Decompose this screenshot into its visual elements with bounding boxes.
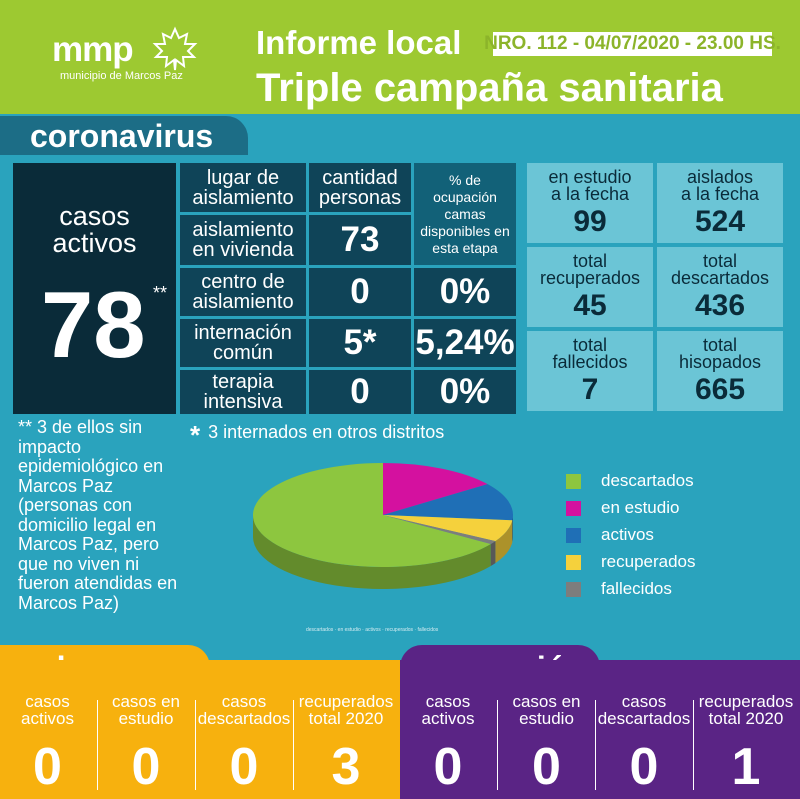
- legend-swatch: [566, 527, 581, 543]
- footnote-hospitalized: * 3 internados en otros distritos: [190, 420, 444, 451]
- pie-slice-side: [253, 515, 491, 589]
- table-row-count: 73: [309, 215, 411, 265]
- table-row-place: centro de aislamiento: [180, 268, 306, 316]
- logo-subtitle: municipio de Marcos Paz: [60, 70, 183, 82]
- pie-mini-legend: descartados · en estudio · activos · rec…: [306, 627, 439, 633]
- sarampion-study: casos en estudio 0: [512, 692, 581, 796]
- legend-item: en estudio: [566, 498, 679, 517]
- pie-slice: [383, 484, 513, 521]
- dengue-study: casos en estudio 0: [111, 692, 181, 796]
- pie-slice-side: [490, 541, 496, 567]
- pie-slice: [383, 515, 513, 542]
- asterisk-mark: *: [190, 420, 201, 450]
- table-row-count: 0: [309, 370, 411, 414]
- footnote-text: 3 internados en otros distritos: [208, 422, 445, 442]
- table-header-place: lugar de aislamiento: [180, 163, 306, 212]
- legend-item: activos: [566, 525, 654, 544]
- table-row-count: 5*: [309, 319, 411, 367]
- sarampion-recovered: recuperados total 2020 1: [698, 692, 794, 796]
- dengue-panel: casos activos 0 casos en estudio 0 casos de…: [0, 660, 400, 799]
- stat-recuperados: total recuperados 45: [527, 247, 653, 327]
- leaf-logo-icon: [152, 26, 198, 71]
- table-header-occupancy: % de ocupación camas disponibles en esta…: [414, 163, 516, 265]
- table-row-pct: 0%: [414, 370, 516, 414]
- table-row-place: terapia intensiva: [180, 370, 306, 414]
- table-row-place: internación común: [180, 319, 306, 367]
- table-row-count: 0: [309, 268, 411, 316]
- legend-item: descartados: [566, 471, 694, 490]
- table-row-place: aislamiento en vivienda: [180, 215, 306, 265]
- pie-slice-side: [512, 515, 513, 543]
- legend-swatch: [566, 500, 581, 516]
- divider: [97, 700, 98, 790]
- table-header-count: cantidad personas: [309, 163, 411, 212]
- divider: [293, 700, 294, 790]
- stat-en-estudio: en estudio a la fecha 99: [527, 163, 653, 243]
- pie-slice: [383, 515, 496, 545]
- coronavirus-section-title: coronavirus: [0, 116, 248, 156]
- sarampion-active: casos activos 0: [421, 692, 475, 796]
- active-cases-value: 78: [41, 272, 146, 377]
- pie-slice-side: [495, 520, 513, 564]
- label-line: activos: [52, 228, 137, 258]
- legend-swatch: [566, 581, 581, 597]
- label-line: casos: [59, 201, 130, 231]
- sarampion-panel: casos activos 0 casos en estudio 0 casos de…: [400, 660, 800, 799]
- active-cases-box: casos activos 78 **: [13, 163, 176, 414]
- page-title-line1: Informe local: [256, 24, 462, 61]
- active-cases-label: casos activos: [13, 203, 176, 257]
- table-row-pct: 5,24%: [414, 319, 516, 367]
- stat-descartados: total descartados 436: [657, 247, 783, 327]
- divider: [595, 700, 596, 790]
- pie-slice: [253, 463, 491, 567]
- issue-badge: NRO. 112 - 04/07/2020 - 23.00 HS.: [484, 30, 781, 58]
- stat-aislados: aislados a la fecha 524: [657, 163, 783, 243]
- legend-swatch: [566, 473, 581, 489]
- legend-swatch: [566, 554, 581, 570]
- logo: mmp: [52, 30, 134, 69]
- stat-hisopados: total hisopados 665: [657, 331, 783, 411]
- table-row-pct: 0%: [414, 268, 516, 316]
- divider: [497, 700, 498, 790]
- footnote-active-cases: ** 3 de ellos sin impacto epidemiológico…: [18, 417, 178, 613]
- legend-item: fallecidos: [566, 579, 672, 598]
- stat-fallecidos: total fallecidos 7: [527, 331, 653, 411]
- dengue-active: casos activos 0: [21, 692, 74, 796]
- pie-slice: [383, 463, 488, 515]
- dengue-discarded: casos descartados 0: [197, 692, 291, 796]
- divider: [693, 700, 694, 790]
- sarampion-discarded: casos descartados 0: [597, 692, 691, 796]
- footnote-mark: **: [153, 283, 168, 303]
- divider: [195, 700, 196, 790]
- legend-item: recuperados: [566, 552, 696, 571]
- dengue-recovered: recuperados total 2020 3: [298, 692, 394, 796]
- page-title-line2: Triple campaña sanitaria: [256, 66, 723, 110]
- cases-pie-chart: [253, 463, 513, 589]
